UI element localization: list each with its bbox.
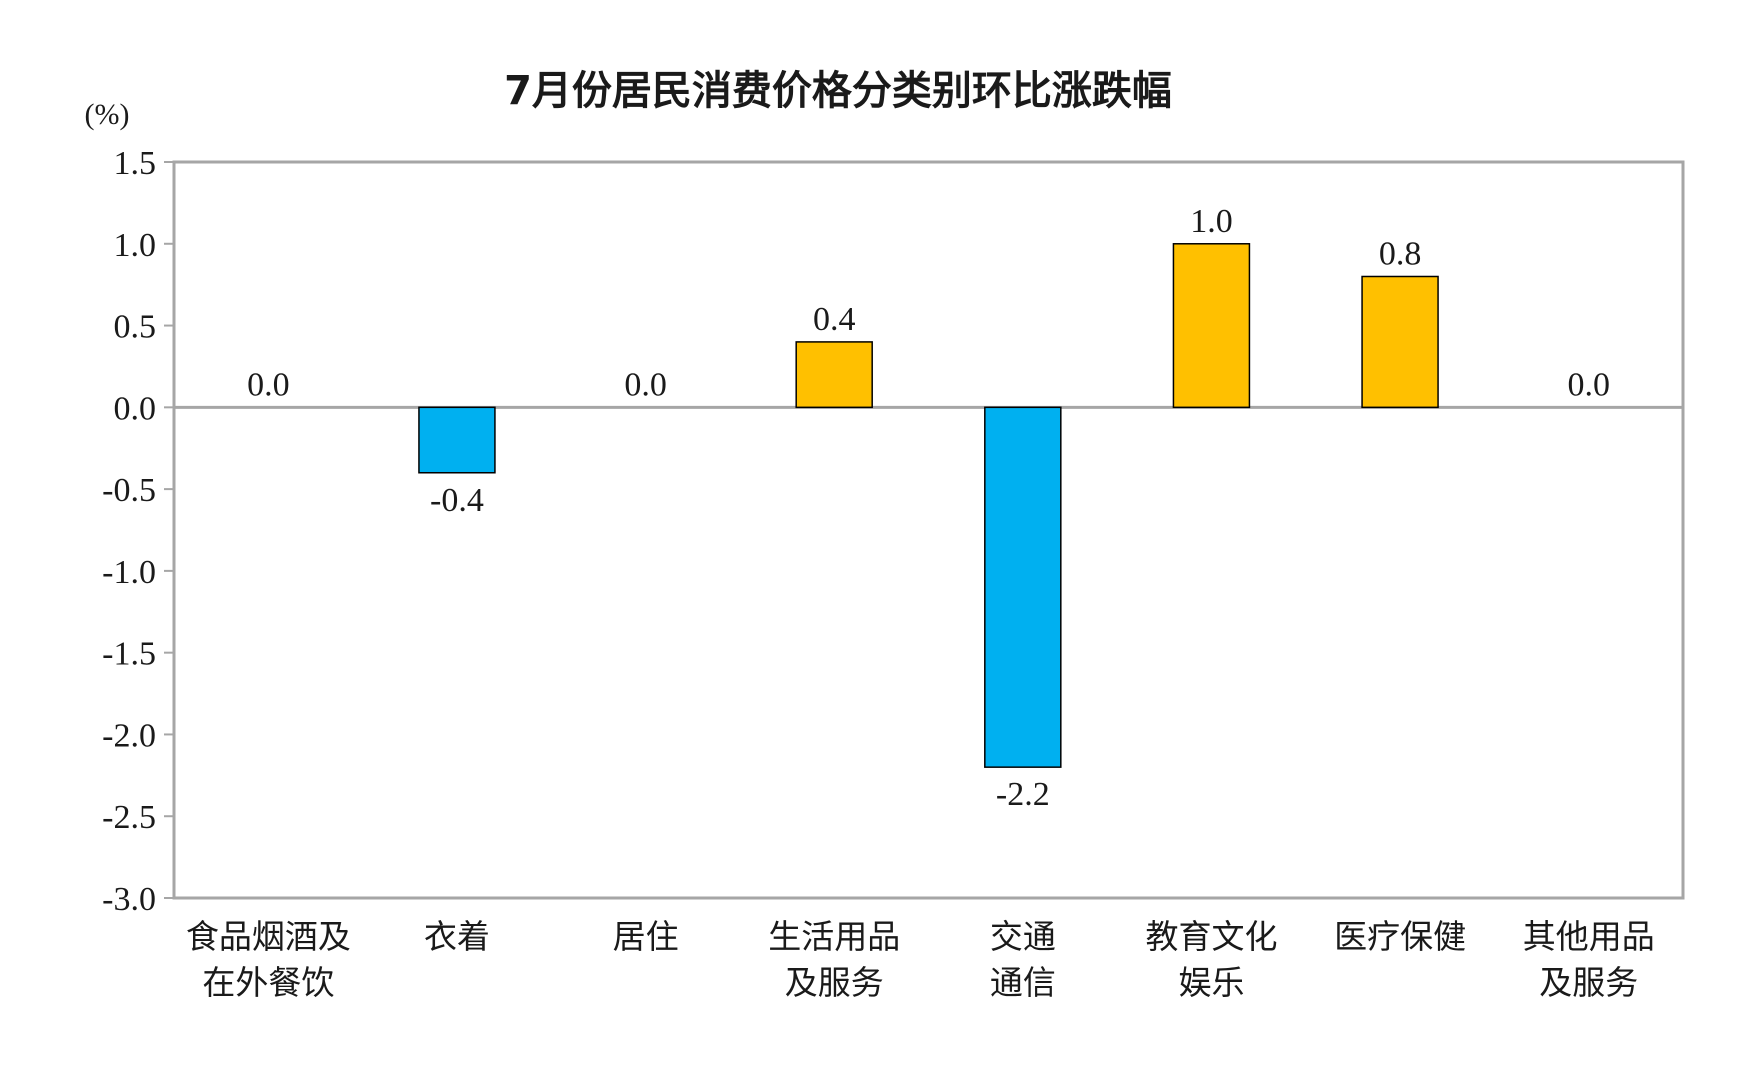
data-label: 0.0: [624, 366, 667, 403]
x-category-label: 医疗保健: [1334, 917, 1466, 956]
data-labels: 0.0 -0.4 0.0 0.4 -2.2 1.0 0.8 0.0: [247, 203, 1610, 813]
data-label: 0.0: [247, 366, 290, 403]
bar: [1361, 275, 1439, 409]
chart-title: 7月份居民消费价格分类别环比涨跌幅: [504, 68, 1172, 114]
bars: [418, 243, 1439, 768]
plot-frame: [172, 160, 1685, 900]
x-category-label: 交通: [990, 917, 1056, 956]
y-tick-label: -2.0: [102, 717, 156, 754]
plot-area-border: [172, 160, 1685, 900]
x-category-label: 居住: [613, 917, 679, 956]
data-label: 0.8: [1379, 235, 1422, 272]
data-label: 0.0: [1567, 366, 1610, 403]
bar: [418, 406, 496, 474]
y-tick-label: 0.0: [114, 390, 157, 427]
y-axis-unit-label: (%): [85, 98, 130, 131]
data-label: 0.4: [813, 301, 856, 338]
x-category-label: 教育文化: [1145, 917, 1277, 956]
data-label: -2.2: [996, 776, 1050, 813]
bar: [1172, 243, 1251, 409]
data-label: -0.4: [430, 482, 484, 519]
x-category-label: 其他用品: [1523, 917, 1655, 956]
y-tick-label: 0.5: [114, 309, 157, 346]
bar: [795, 341, 873, 409]
y-tick-label: -0.5: [102, 472, 156, 509]
x-category-label: 及服务: [785, 963, 884, 1002]
y-tick-label: 1.0: [114, 227, 157, 264]
x-category-label: 衣着: [424, 917, 490, 956]
y-tick-label: -1.5: [102, 636, 156, 673]
y-tick-label: -2.5: [102, 799, 156, 836]
y-tick-label: -1.0: [102, 554, 156, 591]
x-category-label: 及服务: [1539, 963, 1638, 1002]
x-category-label: 生活用品: [768, 917, 900, 956]
x-category-label: 娱乐: [1178, 963, 1244, 1002]
x-category-label: 食品烟酒及: [186, 917, 351, 956]
data-label: 1.0: [1190, 203, 1233, 240]
y-tick-label: -3.0: [102, 881, 156, 918]
x-category-label: 通信: [990, 963, 1056, 1002]
bar: [984, 406, 1062, 768]
y-tick-label: 1.5: [114, 145, 157, 182]
y-axis-ticks: 1.5 1.0 0.5 0.0 -0.5 -1.0 -1.5 -2.0 -2.5 -3.0: [102, 145, 174, 918]
x-category-label: 在外餐饮: [202, 963, 334, 1002]
